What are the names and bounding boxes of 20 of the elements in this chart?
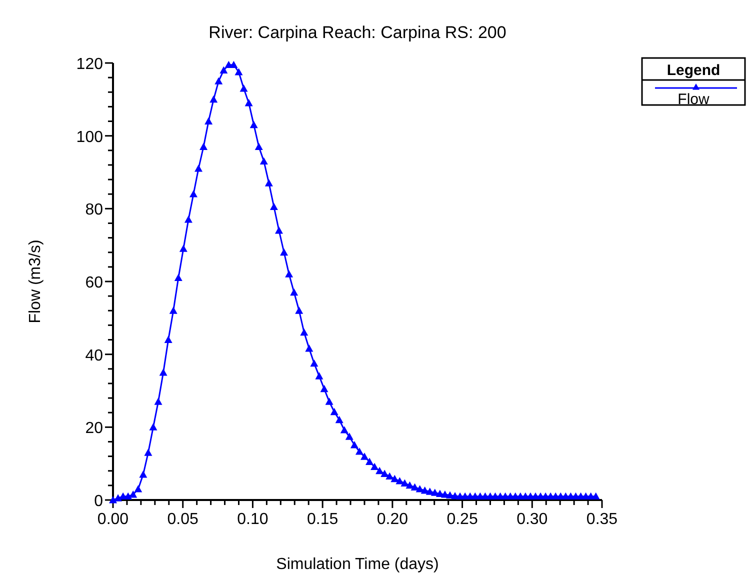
x-tick-label: 0.00 bbox=[97, 511, 129, 528]
y-axis-title: Flow (m3/s) bbox=[27, 240, 44, 324]
legend-label: Flow bbox=[678, 91, 710, 108]
x-tick-label: 0.20 bbox=[376, 511, 408, 528]
y-tick-label: 80 bbox=[85, 202, 104, 219]
x-tick-label: 0.35 bbox=[586, 511, 618, 528]
x-axis-title: Simulation Time (days) bbox=[276, 556, 439, 573]
x-tick-label: 0.05 bbox=[167, 511, 199, 528]
legend-title: Legend bbox=[666, 62, 720, 79]
y-tick-label: 120 bbox=[76, 56, 104, 73]
x-tick-label: 0.15 bbox=[307, 511, 338, 528]
y-tick-label: 60 bbox=[85, 274, 104, 292]
y-tick-label: 0 bbox=[94, 493, 104, 510]
y-tick-label: 20 bbox=[85, 420, 104, 438]
y-tick-label: 100 bbox=[76, 128, 104, 146]
x-tick-label: 0.30 bbox=[516, 511, 548, 528]
x-tick-label: 0.25 bbox=[446, 511, 478, 528]
x-tick-label: 0.10 bbox=[237, 511, 268, 528]
y-tick-label: 40 bbox=[85, 347, 104, 364]
chart-title: River: Carpina Reach: Carpina RS: 200 bbox=[208, 23, 506, 42]
